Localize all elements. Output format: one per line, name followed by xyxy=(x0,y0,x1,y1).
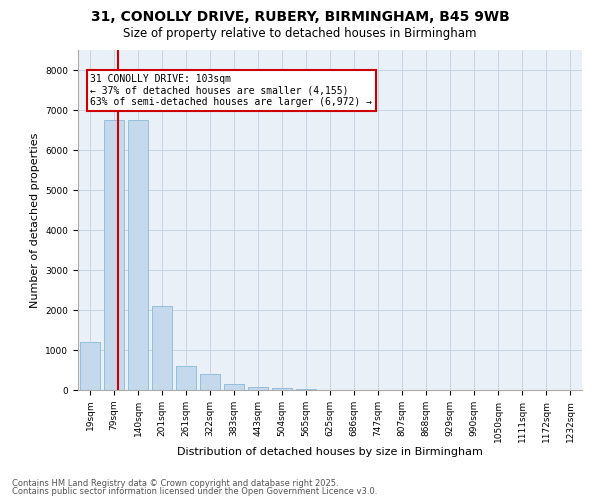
Text: Size of property relative to detached houses in Birmingham: Size of property relative to detached ho… xyxy=(123,28,477,40)
Bar xyxy=(200,374,220,390)
Text: Contains public sector information licensed under the Open Government Licence v3: Contains public sector information licen… xyxy=(12,487,377,496)
Bar xyxy=(104,120,124,390)
Y-axis label: Number of detached properties: Number of detached properties xyxy=(30,132,40,308)
Bar xyxy=(224,384,244,390)
Bar xyxy=(296,389,316,390)
Text: 31 CONOLLY DRIVE: 103sqm
← 37% of detached houses are smaller (4,155)
63% of sem: 31 CONOLLY DRIVE: 103sqm ← 37% of detach… xyxy=(91,74,373,107)
Bar xyxy=(80,342,100,390)
Bar xyxy=(248,387,268,390)
Bar xyxy=(152,306,172,390)
Text: 31, CONOLLY DRIVE, RUBERY, BIRMINGHAM, B45 9WB: 31, CONOLLY DRIVE, RUBERY, BIRMINGHAM, B… xyxy=(91,10,509,24)
Bar xyxy=(176,366,196,390)
Bar xyxy=(272,388,292,390)
Bar xyxy=(128,120,148,390)
Text: Contains HM Land Registry data © Crown copyright and database right 2025.: Contains HM Land Registry data © Crown c… xyxy=(12,478,338,488)
X-axis label: Distribution of detached houses by size in Birmingham: Distribution of detached houses by size … xyxy=(177,448,483,458)
